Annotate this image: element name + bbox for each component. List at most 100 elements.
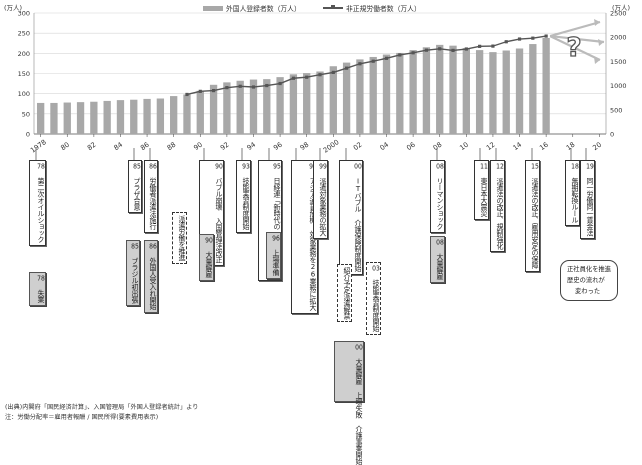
point-nonregular [531, 36, 535, 40]
event-text: ブラジル初出張 [131, 257, 139, 304]
bar-foreigners [263, 79, 271, 134]
event-text: ITバブル 介護保険制度開始 [354, 177, 362, 272]
forecast-arrow [549, 20, 601, 38]
forecast-arrowhead [594, 19, 600, 26]
y-left-tick-label: 150 [18, 70, 30, 78]
bar-foreigners [276, 77, 284, 134]
bar-foreigners [170, 96, 178, 134]
event-year: 18 [571, 163, 579, 170]
event-text: 派遣労働を推進 [178, 215, 186, 261]
point-nonregular [544, 34, 548, 38]
point-nonregular [371, 59, 375, 63]
event-text: 東日本大震災 [480, 177, 488, 217]
bar-foreigners [143, 98, 151, 134]
point-nonregular [291, 76, 295, 80]
x-tick-label: 12 [485, 141, 497, 153]
point-nonregular [464, 47, 468, 51]
bar-foreigners [422, 47, 431, 134]
x-tick-label: 10 [458, 141, 470, 153]
event-year: 86 [149, 163, 157, 170]
event-callout-e03: 03 技能実習制度開始 [366, 262, 381, 335]
bar-foreigners [475, 50, 484, 134]
event-callout-e78b: 78 失業 [29, 272, 46, 306]
legend-line: 非正規労働者数（万人） [323, 3, 421, 13]
y-left-tick-label: 250 [18, 30, 30, 38]
bar-foreigners [462, 48, 470, 135]
event-year: 00 [355, 344, 363, 351]
bubble-line-1: 正社員化を推進 [567, 266, 612, 273]
y-left-tick-label: 100 [18, 90, 30, 98]
bar-foreigners [529, 44, 537, 134]
x-tick-label: 86 [139, 141, 151, 153]
bar-foreigners [183, 94, 191, 134]
legend-bar-swatch [203, 5, 223, 11]
bar-foreigners [515, 48, 524, 134]
bar-foreigners [223, 82, 231, 134]
event-callout-e96: 96 上場準備 [266, 232, 281, 279]
bar-foreigners [329, 66, 337, 134]
event-text: 第二次オイルショック [37, 177, 45, 243]
bar-foreigners [63, 102, 71, 134]
right-axis-unit: (万人) [612, 4, 631, 12]
event-callout-e99: 99 派遣対象業務の拡大 [313, 160, 328, 239]
event-year: 08 [436, 239, 444, 246]
bar-foreigners [116, 100, 125, 134]
bar-foreigners [76, 102, 85, 134]
point-nonregular [305, 75, 309, 79]
event-year: 08 [436, 163, 444, 170]
event-text: 大量解雇 上場失敗 介護事業開始 [355, 358, 363, 465]
bar-foreigners [369, 56, 377, 134]
forecast-arrow [549, 35, 601, 61]
event-text: 失業 [37, 289, 45, 303]
y-right-tick-label: 1500 [610, 58, 627, 66]
event-text: 派遣法の改正、規制強化 [496, 177, 504, 250]
y-left-tick-label: 300 [18, 10, 30, 18]
bar-foreigners [303, 73, 311, 134]
event-text: 大量解雇 [205, 251, 213, 278]
event-callout-ehaken: 派遣労働を推進 [172, 212, 187, 264]
event-callout-e11: 11 東日本大震災 [474, 160, 489, 220]
question-mark: ? [566, 33, 581, 63]
event-year: 97 [309, 163, 317, 170]
event-text: 日経連「新時代の『日本的経営』」 [273, 177, 281, 279]
bar-foreigners [409, 50, 417, 134]
bar-foreigners [209, 84, 218, 134]
chart-root: 0 50 100 150 200 250 300 0 500 1000 1500 2000 2500? 1… [4, 3, 631, 465]
event-text: プラザ合意 [133, 177, 141, 211]
event-callout-e78a: 78 第二次オイルショック [29, 160, 46, 246]
event-text: アジア通貨危機 対象業務を26業務に拡大 [309, 177, 317, 311]
bubble-line-3: 変わった [575, 288, 601, 295]
point-nonregular [451, 48, 455, 53]
event-year: 78 [37, 163, 45, 170]
event-year: 12 [496, 163, 504, 170]
point-nonregular [251, 85, 256, 89]
event-text: 紹介予定派遣解禁 [343, 267, 351, 319]
y-left-tick-label: 0 [26, 131, 30, 139]
x-tick-label: 94 [246, 141, 258, 153]
event-text: 技能実習制度開始 [242, 177, 250, 230]
bar-foreigners [342, 62, 351, 134]
point-nonregular [225, 86, 229, 90]
event-text: 外国人受入れ開始 [149, 257, 157, 310]
event-year: 78 [37, 275, 45, 282]
bar-foreigners [196, 90, 204, 134]
event-text: バブル崩壊 入国管理法改正 [215, 177, 223, 264]
event-callout-e00a: 00 ITバブル 介護保険制度開始 [339, 160, 363, 275]
bar-foreigners [396, 52, 404, 134]
left-axis-unit: (万人) [4, 4, 23, 12]
event-year: 95 [273, 163, 281, 170]
bar-foreigners [436, 44, 444, 134]
bar-foreigners [36, 102, 45, 134]
x-tick-label: 98 [299, 141, 311, 153]
event-text: 技能実習制度開始 [372, 279, 380, 332]
event-callout-eshokai: 紹介予定派遣解禁 [337, 264, 352, 322]
legend-bar-label: 外国人登録者数（万人） [226, 5, 301, 13]
y-right-tick-label: 2500 [610, 10, 627, 18]
bubble-line-2: 歴史の流れが [567, 277, 605, 284]
x-tick-label: 04 [379, 141, 391, 153]
event-year: 15 [531, 163, 539, 170]
event-text: 大量解雇 [436, 253, 444, 280]
point-nonregular [238, 84, 242, 88]
point-nonregular [358, 62, 362, 66]
bar-foreigners [90, 101, 98, 134]
